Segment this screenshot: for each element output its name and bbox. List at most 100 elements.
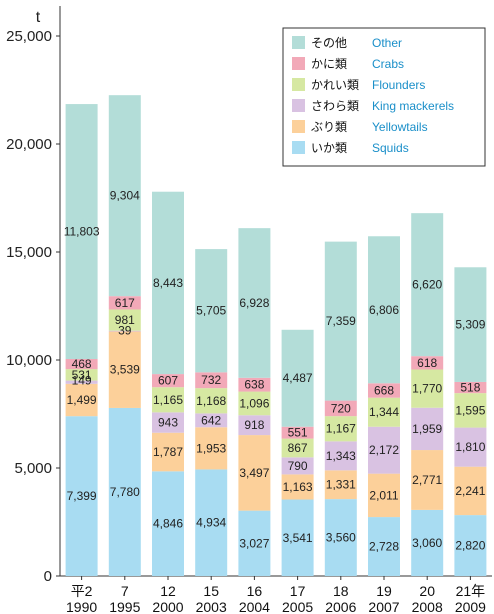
bar-segment [324,441,357,471]
data-label: 2,728 [369,540,399,554]
bar-segment [281,457,314,475]
bar-segment [281,499,314,576]
data-label: 2,241 [455,484,485,498]
bar-segment [195,469,228,576]
x-tick-label-year: 1995 [109,599,140,614]
bar-segment [238,391,271,416]
y-tick-label: 5,000 [14,460,52,477]
data-label: 1,344 [369,405,399,419]
data-label: 6,620 [412,278,442,292]
bar-segment [65,380,98,384]
bar-segment [238,435,271,511]
bar-segment [368,517,400,576]
bar-segment [65,369,98,381]
data-label: 638 [244,378,264,392]
bar-segment [368,383,400,398]
bar-segment [281,329,314,427]
data-label: 732 [201,373,221,387]
bar-segment [454,466,487,516]
bar-segment [195,249,228,373]
data-label: 1,096 [239,396,269,410]
bar-segment [411,509,444,576]
legend-swatch [292,36,305,49]
data-label: 668 [374,383,394,397]
x-tick-label-jp: 15 [203,583,219,599]
data-label: 149 [72,374,92,388]
data-label: 1,959 [412,422,442,436]
bar-segment [281,438,314,458]
data-label: 618 [417,356,437,370]
y-tick-label: 15,000 [6,244,52,261]
data-label: 918 [244,418,264,432]
data-label: 4,934 [196,516,226,530]
data-label: 3,560 [326,531,356,545]
legend-swatch [292,57,305,70]
y-tick-label: 25,000 [6,28,52,45]
bar-segment [454,381,487,394]
y-unit-label: t [36,9,41,26]
legend-swatch [292,99,305,112]
bar-segment [65,359,98,370]
bar-segment [65,416,98,576]
x-tick-label-year: 2006 [325,599,356,614]
data-label: 6,806 [369,303,399,317]
data-label: 1,167 [326,422,356,436]
x-tick-label-year: 2004 [239,599,270,614]
bar-segment [238,510,271,576]
data-label: 2,771 [412,473,442,487]
x-tick-label-jp: 16 [247,583,263,599]
x-tick-label-year: 2009 [455,599,486,614]
data-label: 1,787 [153,445,183,459]
x-tick-label-year: 2005 [282,599,313,614]
data-label: 3,497 [239,466,269,480]
x-tick-label-jp: 18 [333,583,349,599]
bar-segment [238,228,271,378]
data-label: 1,331 [326,478,356,492]
bar-segment [411,407,444,451]
bar-segment [108,95,141,297]
data-label: 3,541 [283,531,313,545]
legend-swatch [292,78,305,91]
bar-segment [454,267,487,382]
x-tick-label-year: 2003 [196,599,227,614]
data-label: 720 [331,401,351,415]
bar-segment [411,450,444,510]
bar-segment [238,415,271,436]
bar-segment [195,427,228,470]
data-label: 7,359 [326,314,356,328]
bar-segment [152,432,184,472]
data-label: 1,770 [412,382,442,396]
data-label: 617 [115,296,135,310]
bar-segment [108,330,141,332]
x-tick-label-year: 2008 [412,599,443,614]
bar-segment [411,369,444,408]
bar-segment [108,331,141,408]
data-label: 642 [201,413,221,427]
bar-segment [152,387,184,413]
x-tick-label-jp: 平2 [71,583,93,599]
data-label: 1,595 [455,403,485,417]
bar-segment [152,412,184,433]
y-tick-label: 0 [44,568,52,585]
bar-segment [152,374,184,388]
data-label: 3,539 [110,363,140,377]
bar-segment [195,413,228,428]
data-label: 3,060 [412,536,442,550]
data-label: 1,168 [196,394,226,408]
legend-swatch [292,141,305,154]
data-label: 607 [158,374,178,388]
data-label: 981 [115,313,135,327]
data-label: 4,846 [153,517,183,531]
data-label: 867 [288,441,308,455]
x-tick-label-jp: 12 [160,583,176,599]
legend-label-jp: かれい類 [311,78,359,92]
legend-label-en: Other [372,36,402,50]
bar-segment [108,296,141,310]
bar-segment [368,397,400,427]
bar-segment [108,309,141,331]
legend-label-jp: その他 [311,36,347,50]
bar-segment [195,388,228,414]
y-tick-label: 10,000 [6,352,52,369]
data-label: 2,172 [369,443,399,457]
bar-segment [454,515,487,576]
